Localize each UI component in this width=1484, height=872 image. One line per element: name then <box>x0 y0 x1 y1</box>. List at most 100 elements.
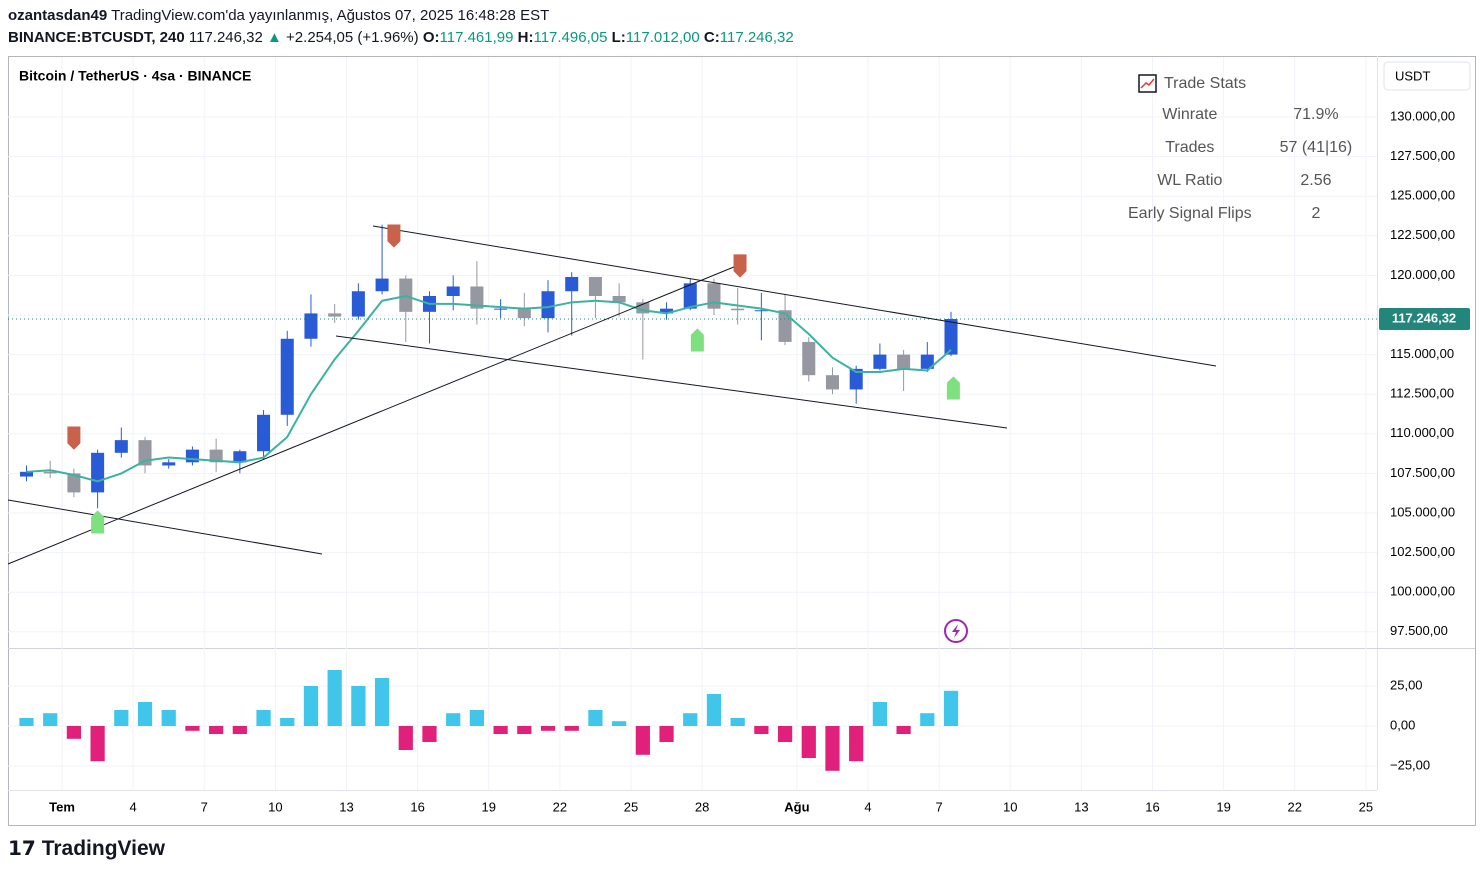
histogram-bar <box>730 718 745 726</box>
header-line-1: ozantasdan49 TradingView.com'da yayınlan… <box>8 7 549 24</box>
h-label: H: <box>517 29 534 46</box>
histogram-bar <box>801 726 816 758</box>
candle-body <box>446 286 460 296</box>
sell-signal <box>67 426 81 450</box>
histogram-bar <box>849 726 864 762</box>
chart: Bitcoin / TetherUS · 4sa · BINANCE USDT … <box>7 56 1476 826</box>
candle-body <box>517 308 531 319</box>
candle-body <box>233 451 247 463</box>
x-tick-label: Tem <box>49 799 75 814</box>
candle-body <box>351 291 365 317</box>
brand: TradingView <box>41 837 166 860</box>
histogram-bar <box>825 726 840 771</box>
price: 117.246,32 <box>188 29 263 46</box>
stat-label: Trades <box>1165 138 1215 156</box>
stat-label: WL Ratio <box>1157 171 1223 189</box>
candle-body <box>257 414 271 452</box>
histogram-bar <box>659 726 674 742</box>
x-tick-label: 19 <box>1216 799 1230 814</box>
candle-body <box>873 354 887 369</box>
x-tick-label: 13 <box>1074 799 1088 814</box>
histogram-bar <box>872 702 888 726</box>
x-tick-label: 10 <box>1003 799 1017 814</box>
header-line-2: BINANCE:BTCUSDT, 240 117.246,32 ▲ +2.254… <box>8 29 794 46</box>
user: ozantasdan49 <box>8 7 108 24</box>
trade-stats: Trade Stats Winrate 71.9% Trades 57 (41|16)… <box>1120 70 1360 230</box>
stats-table: Winrate 71.9% Trades 57 (41|16) WL Ratio 2.56… <box>1120 98 1360 230</box>
moving-average <box>26 294 952 483</box>
candle-body <box>565 276 579 292</box>
histogram-bar <box>920 713 935 726</box>
histogram-bar <box>540 726 556 731</box>
trend-lines <box>7 225 1217 565</box>
histogram-bar <box>612 721 627 726</box>
stats-row: Winrate 71.9% <box>1120 98 1360 131</box>
currency: USDT <box>1395 68 1430 83</box>
l: 117.012,00 <box>625 29 700 46</box>
histogram-bar <box>280 718 295 726</box>
histogram-bar <box>43 713 58 726</box>
histogram-bar <box>493 726 508 734</box>
stats-title: Trade Stats <box>1164 75 1247 92</box>
candle-body <box>944 319 958 355</box>
candle-body <box>541 291 555 319</box>
x-tick-label: 19 <box>482 799 496 814</box>
y-tick-label: 0,00 <box>1390 717 1415 732</box>
y-tick-label: 102.500,00 <box>1390 544 1455 559</box>
stats-row: Early Signal Flips 2 <box>1120 197 1360 230</box>
overlay <box>67 224 960 534</box>
footer-logo: 𝟭𝟳 TradingView <box>8 837 166 860</box>
currency-box <box>1383 61 1471 91</box>
x-tick-label: Ağu <box>784 799 809 814</box>
histogram-bar <box>469 710 485 726</box>
stats-row: Trades 57 (41|16) <box>1120 131 1360 164</box>
y-tick-label: −25,00 <box>1390 757 1430 772</box>
stat-label: Early Signal Flips <box>1128 204 1252 222</box>
x-tick-label: 7 <box>201 799 208 814</box>
histogram-bar <box>683 713 698 726</box>
change: +2.254,05 (+1.96%) <box>286 29 419 46</box>
histogram-bar <box>19 718 34 726</box>
sell-signal <box>733 254 747 278</box>
candle-body <box>494 308 508 310</box>
x-tick-label: 13 <box>339 799 353 814</box>
x-tick-label: 22 <box>553 799 567 814</box>
histogram-bar <box>351 686 366 726</box>
x-tick-label: 16 <box>410 799 424 814</box>
candle-body <box>280 338 294 415</box>
y-tick-label: 125.000,00 <box>1390 188 1455 203</box>
candle-body <box>825 375 840 390</box>
candle-body <box>897 354 911 369</box>
y-tick-label: 105.000,00 <box>1390 504 1455 519</box>
histogram-bar <box>303 686 319 726</box>
histogram-bar <box>754 726 769 734</box>
y-tick-label: 112.500,00 <box>1390 386 1454 401</box>
o-label: O: <box>422 29 440 46</box>
x-tick-label: 10 <box>268 799 282 814</box>
buy-signal <box>946 376 960 400</box>
candle-body <box>731 308 745 311</box>
marks <box>8 224 1377 771</box>
x-tick-label: 28 <box>695 799 709 814</box>
histogram-bar <box>66 726 82 739</box>
histogram-bar <box>161 710 176 726</box>
stat-value: 71.9% <box>1293 105 1339 123</box>
published: TradingView.com'da yayınlanmış, Ağustos … <box>111 7 550 24</box>
y-tick-label: 115.000,00 <box>1390 346 1454 361</box>
x-tick-label: 16 <box>1145 799 1159 814</box>
symbol: BINANCE:BTCUSDT, 240 <box>8 29 185 46</box>
buy-signal <box>690 328 704 352</box>
histogram-bar <box>517 726 532 734</box>
candle-body <box>683 283 697 309</box>
candle-body <box>707 283 721 309</box>
y-tick-label: 110.000,00 <box>1390 425 1454 440</box>
y-tick-label: 120.000,00 <box>1390 267 1455 282</box>
histogram-bar <box>232 726 247 734</box>
candle-body <box>209 449 223 463</box>
candle-body <box>636 302 650 314</box>
chart-title: Bitcoin / TetherUS · 4sa · BINANCE <box>19 68 251 84</box>
x-tick-label: 25 <box>624 799 638 814</box>
l-label: L: <box>611 29 626 46</box>
histogram-bar <box>90 726 105 762</box>
candle-body <box>920 354 934 369</box>
